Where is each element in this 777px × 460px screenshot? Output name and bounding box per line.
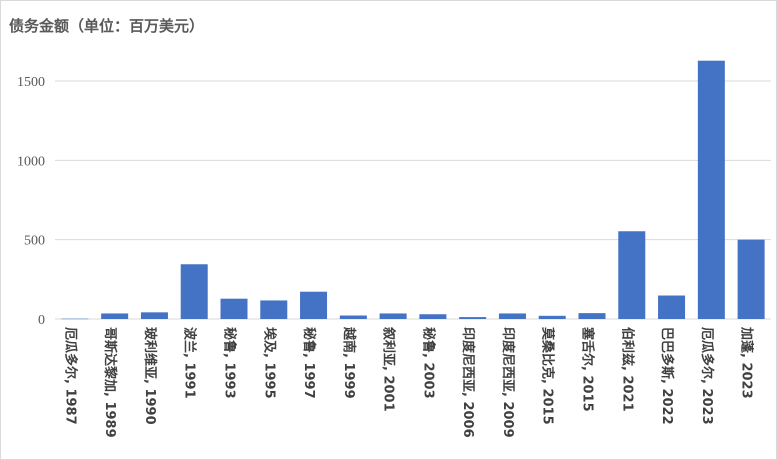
y-tick-label: 1500 bbox=[17, 75, 45, 90]
x-tick-label: 秘鲁, 2003 bbox=[420, 327, 436, 399]
y-tick-label: 1000 bbox=[17, 154, 45, 169]
bar bbox=[220, 298, 248, 319]
x-tick-label: 埃及, 1995 bbox=[261, 327, 277, 399]
x-tick-label: 莫桑比克, 2015 bbox=[540, 326, 556, 425]
bar bbox=[618, 231, 646, 319]
y-axis: 0 500 1000 1500 bbox=[17, 75, 45, 328]
bar bbox=[300, 291, 328, 319]
x-axis: 厄瓜多尔, 1987 哥斯达黎加, 1989 玻利维亚, 1990 波兰, 1991 秘… bbox=[62, 326, 754, 438]
x-tick-label: 秘鲁, 1993 bbox=[222, 327, 238, 399]
x-tick-label: 伯利兹, 2021 bbox=[619, 327, 635, 412]
x-tick-label: 玻利维亚, 1990 bbox=[142, 327, 158, 425]
bar bbox=[339, 315, 367, 319]
bar bbox=[737, 239, 765, 319]
bar bbox=[538, 315, 566, 319]
bar bbox=[498, 313, 526, 319]
gridlines bbox=[55, 80, 771, 320]
bar bbox=[658, 295, 686, 319]
bar bbox=[697, 60, 725, 319]
x-tick-label: 巴巴多斯, 2022 bbox=[659, 327, 675, 425]
y-tick-label: 500 bbox=[24, 234, 45, 249]
bar bbox=[140, 312, 168, 319]
bar bbox=[419, 314, 447, 319]
x-tick-label: 厄瓜多尔, 1987 bbox=[62, 327, 78, 425]
x-tick-label: 越南, 1999 bbox=[341, 326, 357, 399]
x-tick-label: 波兰, 1991 bbox=[182, 327, 198, 399]
bar bbox=[459, 317, 487, 319]
bar bbox=[578, 313, 606, 319]
x-tick-label: 叙利亚, 2001 bbox=[381, 327, 397, 412]
x-tick-label: 塞舌尔, 2015 bbox=[580, 327, 596, 412]
chart-title: 债务金额（单位：百万美元） bbox=[9, 17, 205, 35]
bar bbox=[379, 313, 407, 319]
x-tick-label: 印度尼西亚, 2009 bbox=[500, 327, 516, 438]
x-tick-label: 秘鲁, 1997 bbox=[301, 327, 317, 399]
x-tick-label: 哥斯达黎加, 1989 bbox=[102, 327, 118, 438]
bar bbox=[180, 264, 208, 319]
bar bbox=[61, 318, 89, 320]
bars bbox=[61, 60, 765, 320]
y-tick-label: 0 bbox=[38, 313, 45, 328]
x-tick-label: 印度尼西亚, 2006 bbox=[460, 327, 476, 438]
bar bbox=[260, 300, 288, 319]
x-tick-label: 加蓬, 2023 bbox=[739, 326, 755, 399]
bar bbox=[101, 313, 129, 319]
x-tick-label: 厄瓜多尔, 2023 bbox=[699, 327, 715, 425]
